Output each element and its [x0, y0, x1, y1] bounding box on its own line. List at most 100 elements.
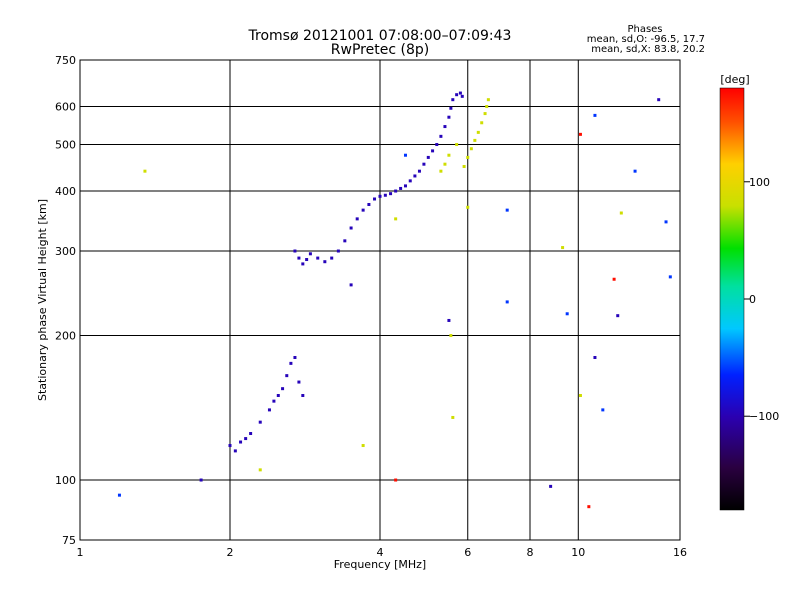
- y-axis-label: Stationary phase Virtual Height [km]: [36, 199, 49, 401]
- data-point-x: [466, 155, 470, 159]
- y-tick-label: 200: [55, 330, 76, 343]
- phases-x-stats: mean, sd,X: 83.8, 20.2: [591, 44, 705, 55]
- data-point-o: [349, 226, 353, 230]
- data-point-other: [668, 275, 672, 279]
- data-point-o: [301, 394, 305, 398]
- data-point-o: [272, 399, 276, 403]
- x-tick-label: 8: [527, 546, 534, 559]
- x-tick-label: 10: [571, 546, 585, 559]
- data-point-o: [305, 258, 309, 262]
- data-point-x: [619, 211, 623, 215]
- data-point-x: [455, 143, 459, 147]
- data-point-o: [301, 262, 305, 266]
- data-point-x: [449, 334, 453, 338]
- data-point-other: [633, 169, 637, 173]
- data-point-o: [451, 98, 455, 102]
- chart-subtitle: RwPretec (8p): [331, 42, 429, 58]
- data-point-o: [378, 194, 382, 198]
- phases-title: Phases: [627, 24, 662, 35]
- data-point-o: [267, 408, 271, 412]
- data-point-other: [505, 300, 509, 304]
- data-point-o: [336, 249, 340, 253]
- data-point-other: [565, 312, 569, 316]
- data-point-o: [297, 380, 301, 384]
- x-tick-label: 2: [227, 546, 234, 559]
- data-point-o: [289, 361, 293, 365]
- data-point-x: [462, 164, 466, 168]
- colorbar-tick-label: −100: [749, 410, 779, 423]
- data-point-o: [616, 314, 620, 318]
- data-point-o: [417, 169, 421, 173]
- data-point-other: [117, 493, 121, 497]
- data-point-other: [505, 208, 509, 212]
- data-point-o: [447, 115, 451, 119]
- data-point-o: [373, 197, 377, 201]
- data-point-o: [343, 239, 347, 243]
- data-point-x: [486, 98, 490, 102]
- data-point-o: [293, 249, 297, 253]
- data-point-o: [439, 134, 443, 138]
- y-tick-label: 500: [55, 139, 76, 152]
- data-point-o: [549, 484, 553, 488]
- data-point-x: [443, 162, 447, 166]
- data-point-x: [143, 169, 147, 173]
- data-point-o: [228, 444, 232, 448]
- data-point-o: [399, 186, 403, 190]
- data-point-o: [349, 283, 353, 287]
- y-tick-label: 75: [62, 534, 76, 547]
- data-point-o: [293, 355, 297, 359]
- data-point-x: [466, 205, 470, 209]
- data-point-x: [451, 415, 455, 419]
- data-point-other: [578, 132, 582, 136]
- data-point-x: [561, 246, 565, 250]
- axis-ticks: 1 2 4 6 8 10 16 75 100 200 300 400 500 600 750: [55, 54, 687, 559]
- data-point-o: [244, 437, 248, 441]
- colorbar-label: [deg]: [720, 73, 749, 86]
- data-point-o: [285, 374, 289, 378]
- data-point-o: [431, 149, 435, 153]
- data-point-o: [233, 449, 237, 453]
- data-point-o: [239, 440, 243, 444]
- data-point-x: [485, 105, 489, 109]
- data-point-o: [258, 420, 262, 424]
- data-point-other: [601, 408, 605, 412]
- x-tick-label: 1: [77, 546, 84, 559]
- data-point-o: [308, 252, 312, 256]
- phases-info: Phases mean, sd,O: -96.5, 17.7 mean, sd,…: [587, 24, 705, 55]
- data-point-x: [439, 169, 443, 173]
- data-point-o: [367, 202, 371, 206]
- data-point-o: [330, 256, 334, 260]
- data-point-o: [422, 162, 426, 166]
- phases-o-stats: mean, sd,O: -96.5, 17.7: [587, 34, 705, 45]
- y-tick-label: 600: [55, 101, 76, 114]
- data-point-x: [361, 444, 365, 448]
- data-point-o: [426, 155, 430, 159]
- data-point-o: [593, 355, 597, 359]
- data-point-o: [455, 93, 459, 97]
- data-point-o: [389, 192, 393, 196]
- data-point-other: [664, 220, 668, 224]
- data-point-o: [435, 143, 439, 147]
- data-point-other: [403, 153, 407, 157]
- data-point-other: [612, 277, 616, 281]
- data-point-other: [593, 113, 597, 117]
- y-tick-label: 100: [55, 474, 76, 487]
- grid-lines: [80, 60, 680, 540]
- data-point-x: [578, 394, 582, 398]
- data-point-o: [413, 174, 417, 178]
- data-point-x: [469, 147, 473, 151]
- data-point-x: [473, 138, 477, 142]
- data-point-o: [361, 208, 365, 212]
- colorbar-tick-label: 100: [749, 176, 770, 189]
- data-points: [117, 91, 672, 509]
- x-tick-label: 16: [673, 546, 687, 559]
- y-tick-label: 750: [55, 54, 76, 67]
- data-point-x: [258, 468, 262, 472]
- chart-title: Tromsø 20121001 07:08:00–07:09:43: [248, 28, 512, 44]
- data-point-o: [316, 256, 320, 260]
- x-tick-label: 4: [377, 546, 384, 559]
- data-point-o: [458, 91, 462, 95]
- data-point-o: [403, 184, 407, 188]
- colorbar-tick-label: 0: [749, 293, 756, 306]
